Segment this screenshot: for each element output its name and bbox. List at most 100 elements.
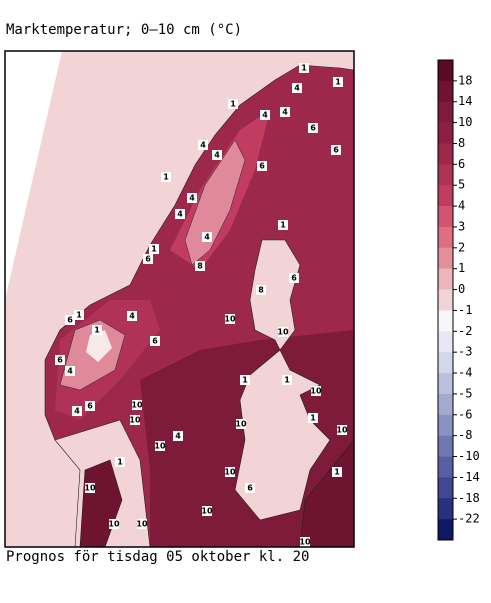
contour-label: 1 [242, 376, 248, 385]
contour-label: 1 [151, 245, 157, 254]
label-box [109, 519, 119, 529]
colorbar-segment [438, 143, 453, 165]
colorbar-segment [438, 185, 453, 207]
colorbar-segment [438, 393, 453, 416]
colorbar-label: -14 [458, 470, 480, 484]
contour-label: 10 [201, 507, 213, 516]
label-box [332, 467, 342, 477]
label-box [173, 431, 183, 441]
contour-label: 10 [277, 328, 289, 337]
colorbar-segment [438, 477, 453, 499]
contour-label: 6 [310, 124, 316, 133]
label-box [282, 375, 292, 385]
label-box [245, 483, 255, 493]
colorbar-segment [438, 519, 453, 541]
label-box [137, 519, 147, 529]
colorbar-segment [438, 352, 453, 374]
label-box [278, 327, 288, 337]
colorbar-label: 6 [458, 157, 465, 171]
colorbar-segment [438, 226, 453, 249]
contour-label: 4 [262, 111, 268, 120]
label-box [225, 467, 235, 477]
colorbar-segment [438, 331, 453, 353]
contour-label: 1 [301, 64, 307, 73]
contour-label: 6 [87, 402, 93, 411]
label-box [187, 193, 197, 203]
label-box [278, 220, 288, 230]
contour-label: 10 [131, 401, 143, 410]
contour-label: 4 [282, 108, 288, 117]
contour-label: 1 [335, 78, 341, 87]
contour-label: 6 [67, 316, 73, 325]
contour-label: 6 [145, 255, 151, 264]
contour-label: 4 [189, 194, 195, 203]
label-box [74, 310, 84, 320]
label-box [132, 400, 142, 410]
colorbar-label: -4 [458, 366, 472, 380]
label-box [331, 145, 341, 155]
colorbar-label: 14 [458, 94, 472, 108]
label-box [240, 375, 250, 385]
colorbar-segment [438, 373, 453, 395]
contour-label: 4 [175, 432, 181, 441]
colorbar-segment [438, 289, 453, 311]
contour-label: 1 [230, 100, 236, 109]
label-box [202, 506, 212, 516]
label-box [198, 140, 208, 150]
colorbar-label: 18 [458, 73, 472, 87]
contour-label: 8 [258, 286, 264, 295]
colorbar-segment [438, 435, 453, 457]
contour-label: 8 [197, 262, 203, 271]
contour-label: 4 [214, 151, 220, 160]
contour-label: 4 [204, 233, 210, 242]
colorbar-label: 1 [458, 261, 465, 275]
contour-label: 1 [334, 468, 340, 477]
contour-label: 4 [177, 210, 183, 219]
colorbar-label: -8 [458, 428, 472, 442]
colorbar-label: -1 [458, 303, 472, 317]
label-box [155, 441, 165, 451]
contour-label: 6 [333, 146, 339, 155]
contour-label: 10 [336, 426, 348, 435]
label-box [143, 254, 153, 264]
contour-label: 6 [152, 337, 158, 346]
colorbar-label: 2 [458, 240, 465, 254]
contour-label: 1 [117, 458, 123, 467]
contour-label: 10 [108, 520, 120, 529]
colorbar-segment [438, 80, 453, 103]
contour-label: 6 [247, 484, 253, 493]
label-box [65, 315, 75, 325]
colorbar-segment [438, 456, 453, 478]
label-box [72, 406, 82, 416]
label-box [299, 63, 309, 73]
colorbar-label: -6 [458, 407, 472, 421]
label-box [195, 261, 205, 271]
label-box [85, 401, 95, 411]
label-box [260, 110, 270, 120]
contour-label: 1 [310, 414, 316, 423]
label-box [308, 413, 318, 423]
colorbar-label: 3 [458, 219, 465, 233]
contour-label: 10 [310, 387, 322, 396]
title: Marktemperatur; 0–10 cm (°C) [6, 22, 242, 38]
colorbar-segment [438, 101, 453, 123]
label-box [202, 232, 212, 242]
contour-label: 1 [284, 376, 290, 385]
contour-label: 10 [299, 538, 311, 547]
colorbar-label: -10 [458, 449, 480, 463]
colorbar-label: -5 [458, 386, 472, 400]
contour-label: 1 [280, 221, 286, 230]
label-box [333, 77, 343, 87]
contour-label: 10 [84, 484, 96, 493]
label-box [150, 336, 160, 346]
label-box [92, 325, 102, 335]
contour-label: 4 [294, 84, 300, 93]
colorbar-segment [438, 414, 453, 436]
colorbar-label: 0 [458, 282, 465, 296]
contour-label: 10 [154, 442, 166, 451]
label-box [236, 419, 246, 429]
label-box [212, 150, 222, 160]
colorbar-segment [438, 268, 453, 290]
